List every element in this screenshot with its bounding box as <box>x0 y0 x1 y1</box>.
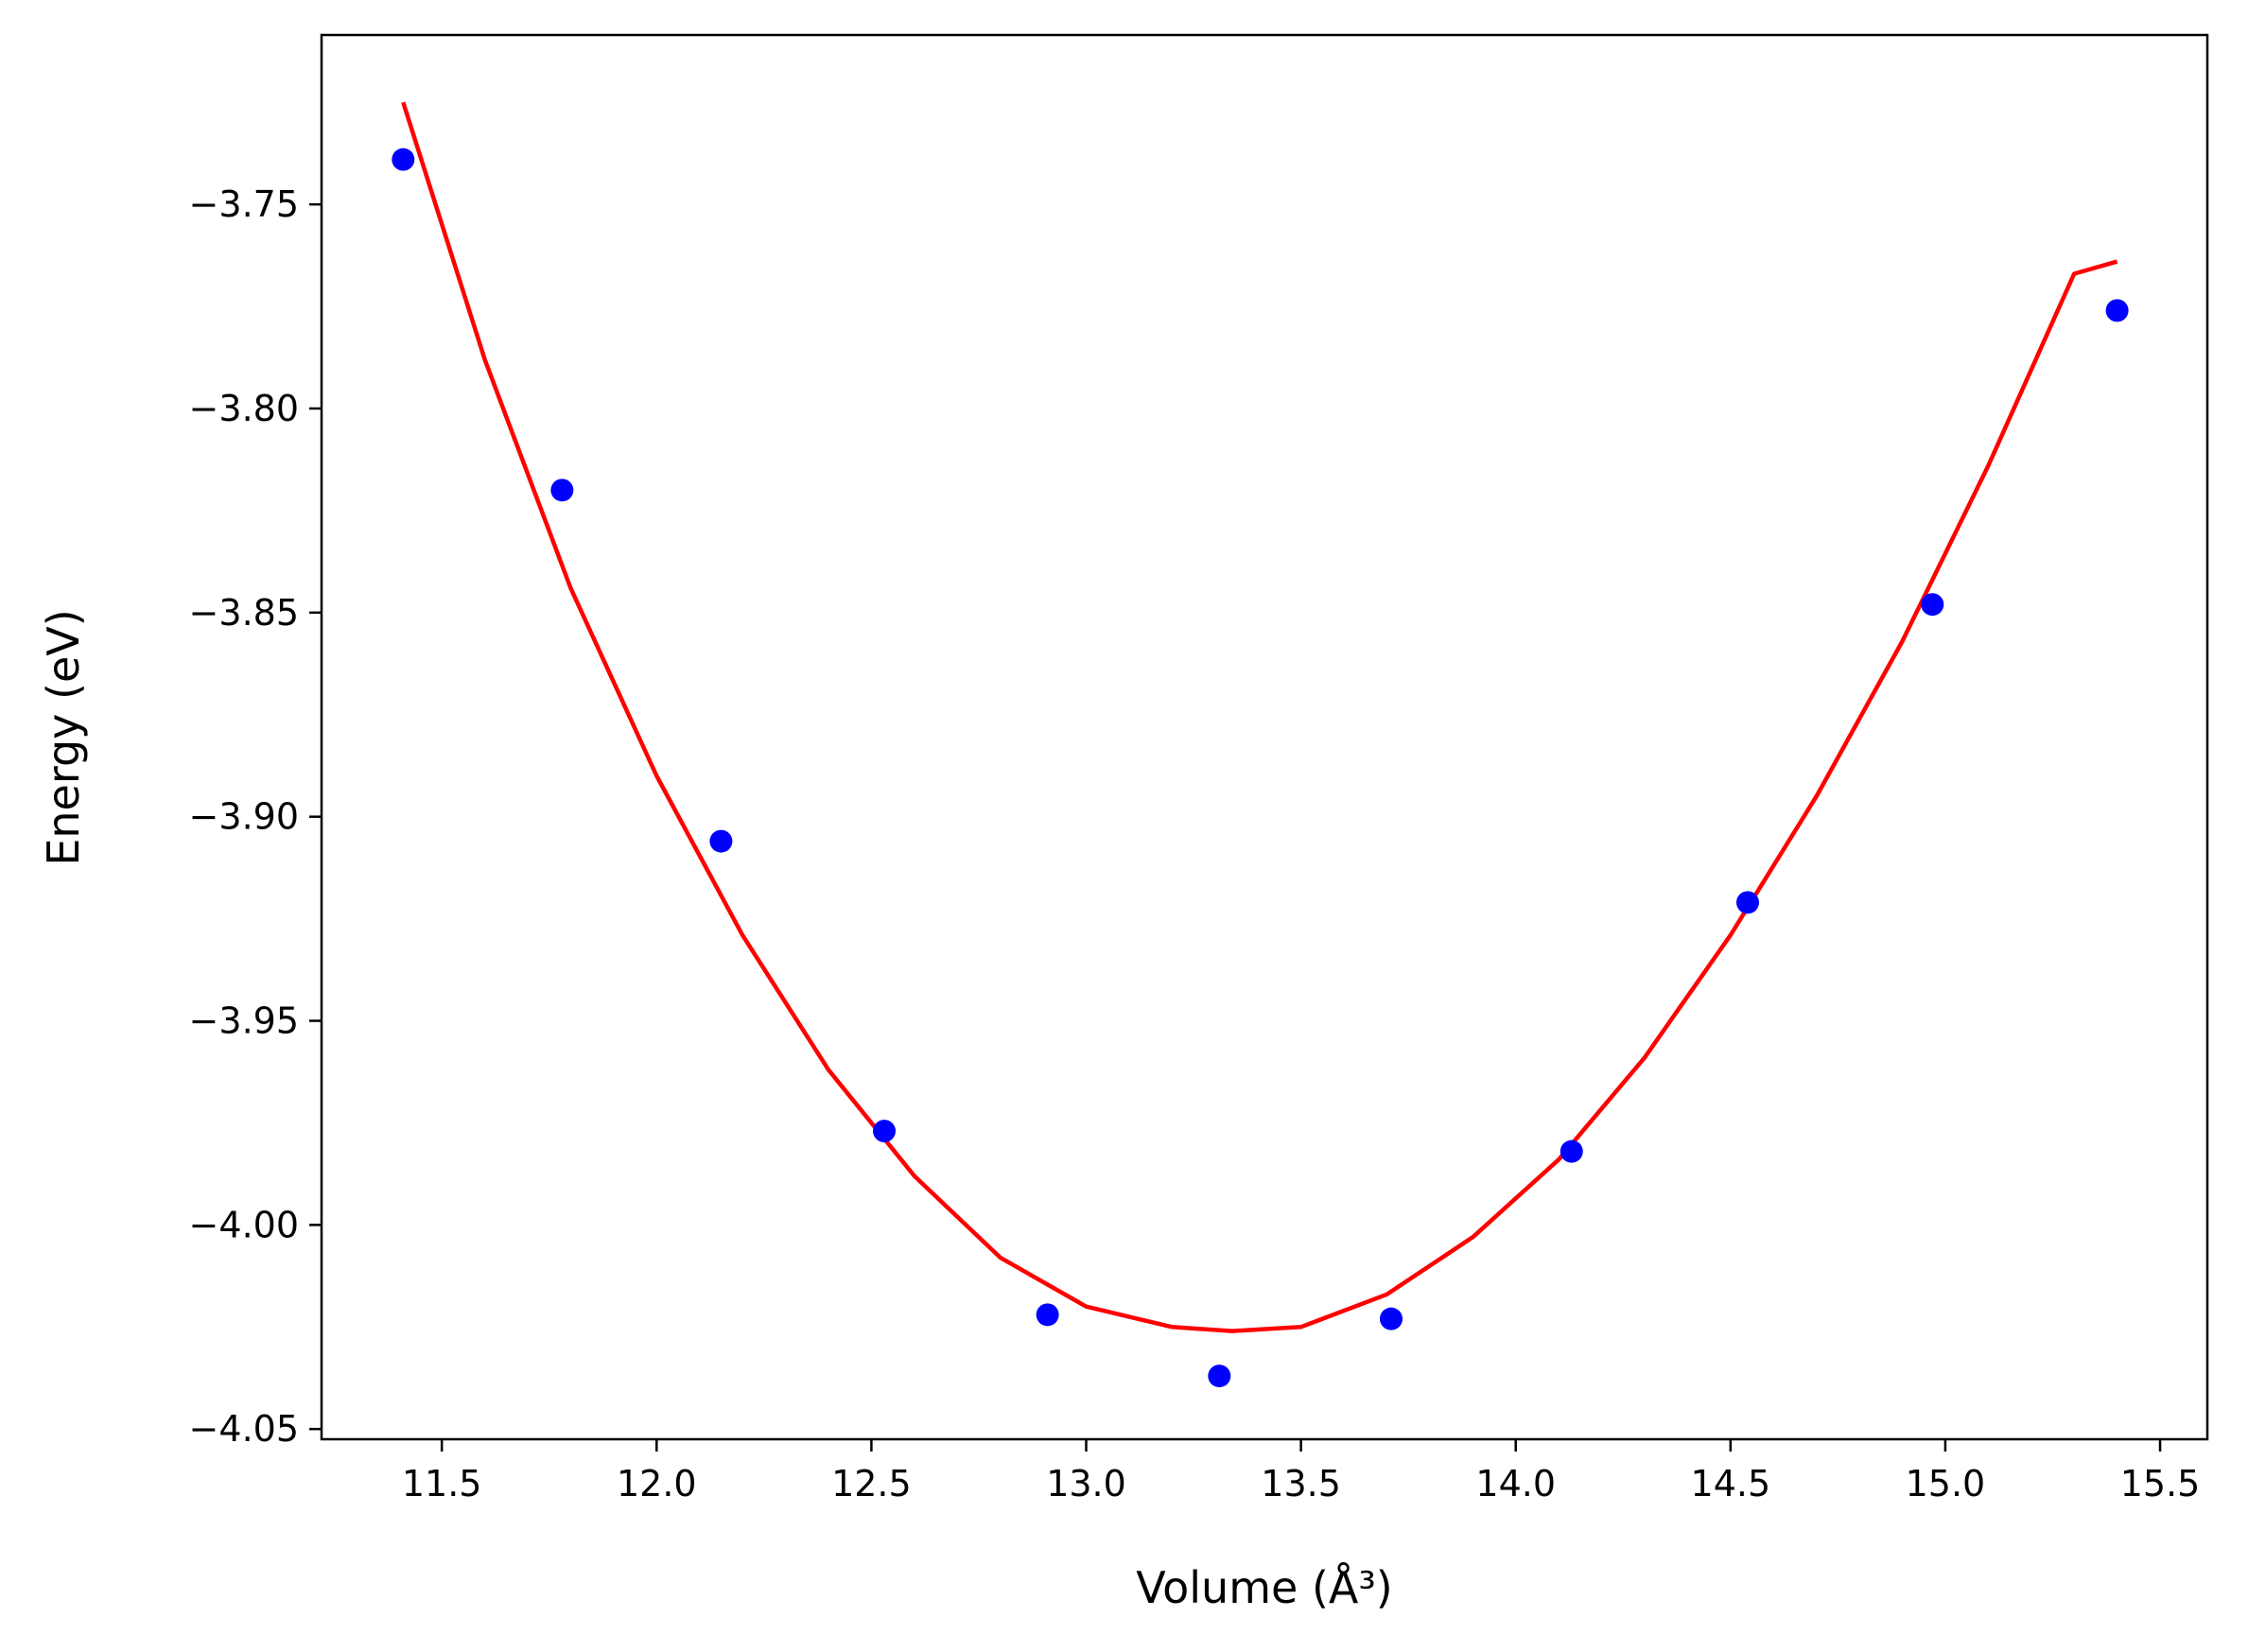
y-tick-label: −3.90 <box>189 796 299 838</box>
x-axis-ticks: 11.5 12.0 12.5 13.0 13.5 14.0 14.5 15.0 15.5 <box>402 1439 2200 1504</box>
data-point <box>1379 1307 1403 1330</box>
x-tick-label: 13.0 <box>1046 1463 1126 1504</box>
x-tick-label: 15.5 <box>2120 1463 2201 1504</box>
y-tick-label: −3.95 <box>189 1000 299 1042</box>
data-point <box>1208 1365 1231 1388</box>
y-axis-ticks: −3.75 −3.80 −3.85 −3.90 −3.95 −4.00 −4.05 <box>189 183 322 1450</box>
y-tick-label: −3.80 <box>189 388 299 429</box>
data-point <box>392 148 415 171</box>
y-tick-label: −3.85 <box>189 592 299 634</box>
fit-curve <box>401 101 2118 1333</box>
plot-frame <box>320 33 2209 1441</box>
x-tick-label: 15.0 <box>1906 1463 1986 1504</box>
x-tick-label: 14.5 <box>1691 1463 1771 1504</box>
y-tick-label: −4.00 <box>189 1204 299 1245</box>
y-axis-label: Energy (eV) <box>38 609 89 865</box>
data-point <box>2105 299 2129 322</box>
y-tick-label: −3.75 <box>189 183 299 225</box>
x-tick-label: 12.5 <box>831 1463 912 1504</box>
data-point <box>873 1120 897 1143</box>
x-axis-label: Volume (Å³) <box>1136 1562 1393 1613</box>
data-point <box>1560 1139 1583 1163</box>
x-tick-label: 14.0 <box>1475 1463 1556 1504</box>
data-point <box>1036 1303 1059 1327</box>
data-point <box>709 829 733 853</box>
data-point <box>1735 891 1759 914</box>
x-tick-label: 12.0 <box>617 1463 697 1504</box>
plot-content <box>392 101 2129 1388</box>
data-point <box>1921 593 1944 617</box>
x-tick-label: 13.5 <box>1261 1463 1341 1504</box>
y-tick-label: −4.05 <box>189 1408 299 1450</box>
x-tick-label: 11.5 <box>402 1463 482 1504</box>
data-point <box>550 478 574 502</box>
